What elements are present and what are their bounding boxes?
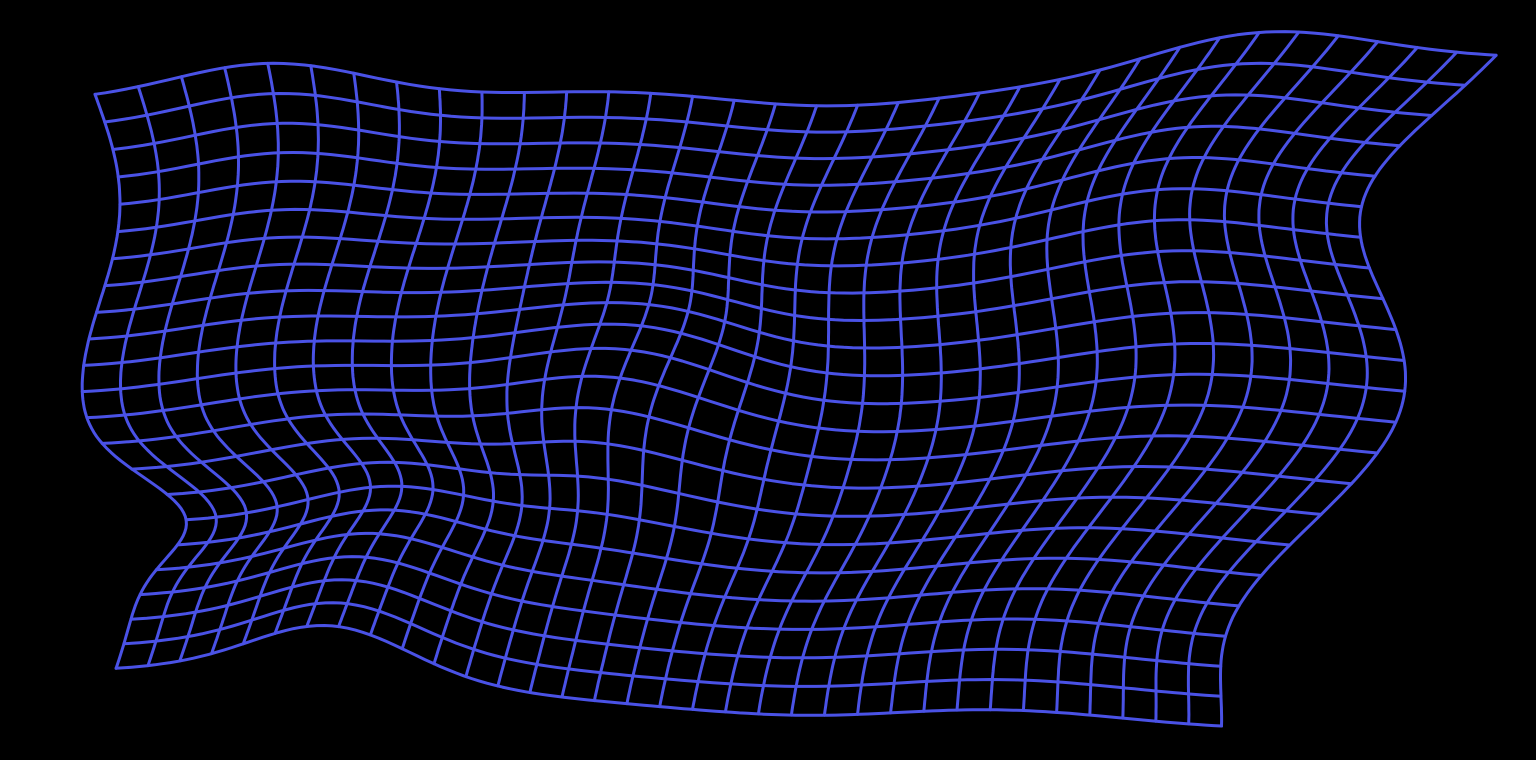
mesh-column-line	[856, 77, 1062, 716]
mesh-column-line	[157, 75, 249, 663]
mesh-column-line	[464, 90, 569, 679]
mesh-column-line	[789, 91, 981, 717]
mesh-column-line	[400, 90, 484, 651]
mesh-column-line	[337, 80, 404, 629]
mesh-column-line	[119, 85, 218, 668]
mesh-column-line	[1219, 53, 1498, 728]
mesh-column-line	[195, 66, 279, 656]
mesh-column-line	[1088, 34, 1340, 717]
mesh-column-line	[234, 61, 310, 646]
mesh-column-line	[955, 45, 1182, 712]
mesh-column-line	[273, 64, 341, 635]
mesh-column-line	[1021, 30, 1261, 712]
mesh-column-line	[723, 101, 900, 714]
mesh-column-line	[528, 91, 653, 694]
mesh-column-line	[560, 94, 695, 699]
mesh-column-line	[889, 68, 1102, 715]
mesh-column-line	[756, 96, 941, 716]
mesh-column-line	[922, 57, 1142, 713]
mesh-column-line	[1055, 30, 1301, 714]
mesh-column-line	[988, 36, 1222, 712]
mesh-column-line	[1154, 46, 1419, 723]
mesh-column-line	[822, 85, 1022, 717]
mesh-column-line	[592, 98, 736, 703]
mesh-column-line	[691, 103, 860, 711]
mesh-column-line	[305, 71, 372, 628]
mesh-column-line	[432, 91, 526, 666]
mesh-column-line	[80, 92, 188, 670]
mesh-column-line	[1121, 40, 1380, 720]
mesh-column-line	[625, 102, 777, 706]
mesh-column-line	[658, 104, 819, 709]
mesh-column-line	[496, 90, 611, 688]
warped-mesh	[80, 30, 1498, 728]
mesh-column-line	[1186, 50, 1459, 726]
mesh-column-line	[368, 87, 442, 637]
